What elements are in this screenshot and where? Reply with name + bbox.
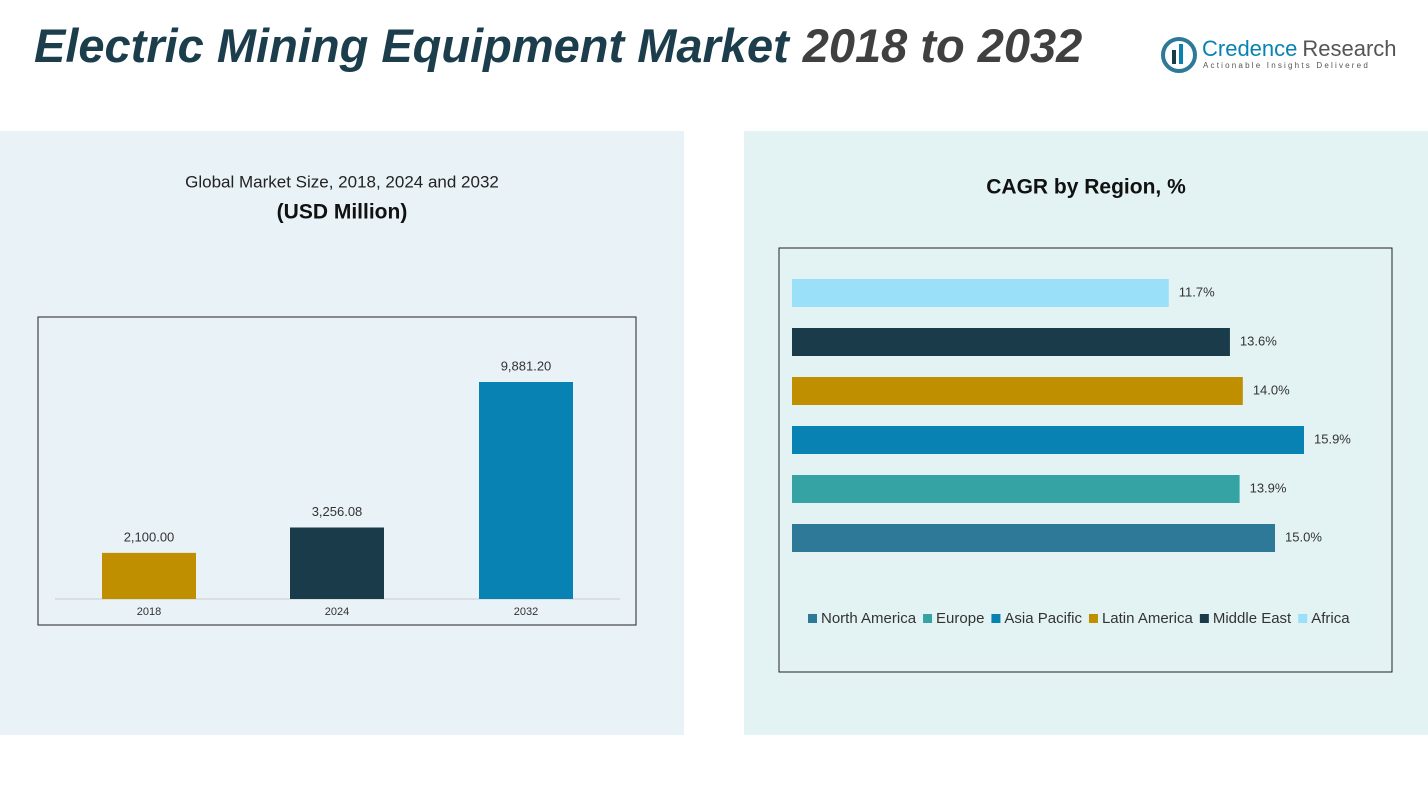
logo-icon [1161,37,1197,73]
value-label: 11.7% [1179,284,1215,299]
logo: Credence Research Actionable Insights Del… [1161,36,1397,73]
value-label: 2,100.00 [124,529,175,544]
bar [792,279,1169,307]
value-label: 15.0% [1285,529,1322,544]
legend-swatch [991,614,1001,623]
legend-label: Middle East [1213,610,1292,627]
bar [792,524,1276,552]
legend-swatch [923,614,933,623]
logo-tagline: Actionable Insights Delivered [1203,61,1370,70]
bar [792,377,1243,405]
legend-label: Asia Pacific [1004,610,1082,627]
plot-frame [778,247,1393,673]
legend-swatch [808,614,817,623]
value-label: 3,256.08 [312,504,363,519]
bar [290,527,384,599]
legend-label: North America [821,610,917,627]
chart-subtitle: (USD Million) [277,201,408,224]
logo-name: Credence Research [1202,36,1397,61]
bar [479,382,573,599]
legend-label: Europe [936,610,984,627]
chart-title: CAGR by Region, % [986,176,1186,199]
chart-title: Global Market Size, 2018, 2024 and 2032 [185,172,499,191]
x-tick-label: 2032 [514,606,538,618]
legend-label: Latin America [1102,610,1194,627]
value-label: 13.6% [1240,333,1277,348]
value-label: 9,881.20 [501,358,552,373]
legend-swatch [1088,614,1098,623]
bar [792,426,1304,454]
x-tick-label: 2018 [137,606,161,618]
value-label: 15.9% [1314,431,1351,446]
x-tick-label: 2024 [325,606,349,618]
legend-label: Africa [1311,610,1350,627]
bar [792,475,1240,503]
value-label: 14.0% [1253,382,1290,397]
value-label: 13.9% [1250,480,1287,495]
plot-frame [37,316,637,626]
title: Electric Mining Equipment Market 2018 to … [34,19,1082,72]
logo-icon [1172,50,1176,64]
bar [792,328,1230,356]
legend-swatch [1298,614,1308,623]
logo-icon [1179,44,1183,64]
legend-swatch [1199,614,1209,623]
bar [102,552,196,599]
